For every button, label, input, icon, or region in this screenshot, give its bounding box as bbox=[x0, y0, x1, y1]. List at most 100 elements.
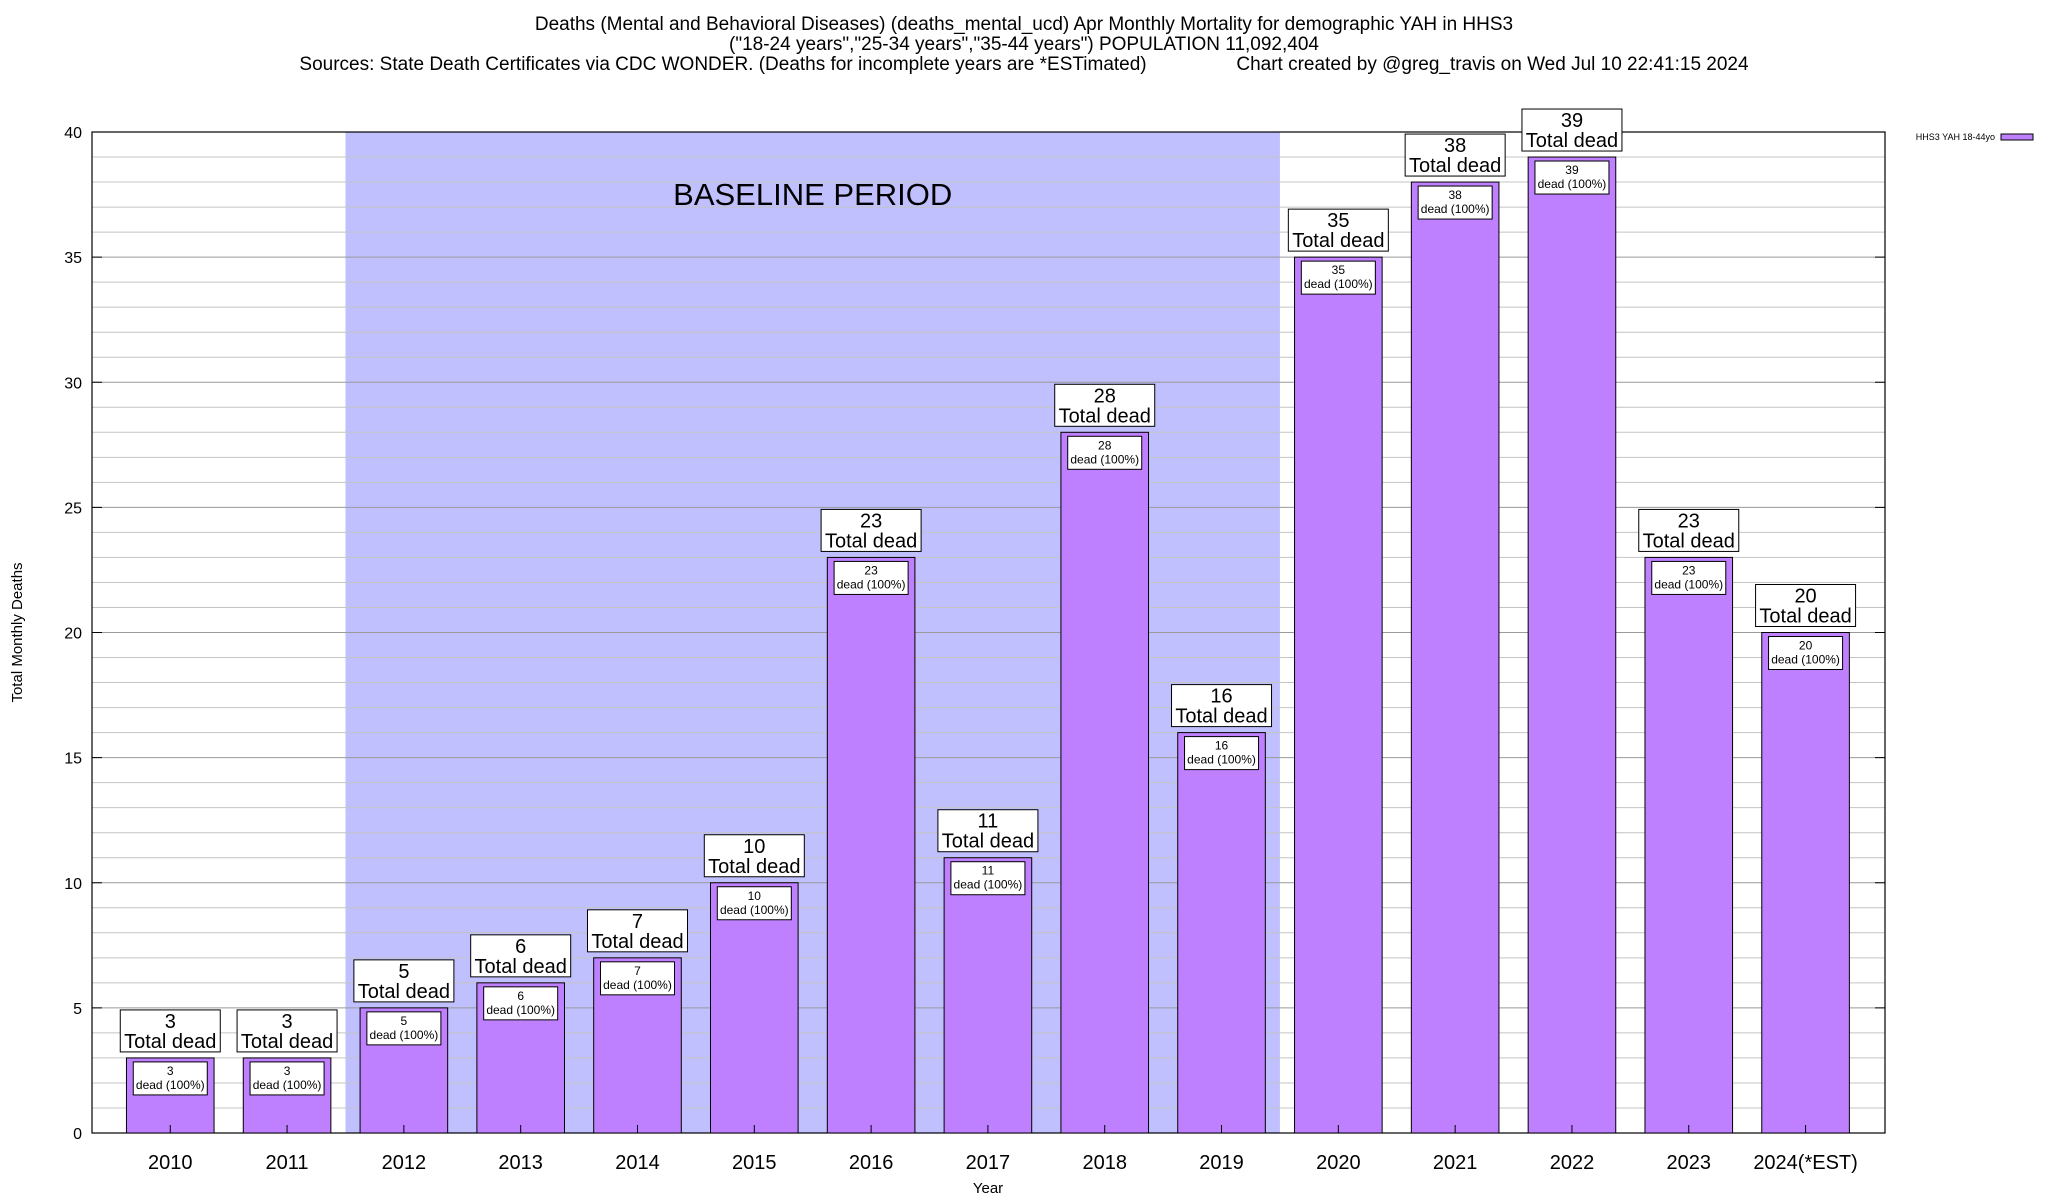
x-tick-label: 2017 bbox=[966, 1152, 1011, 1174]
x-tick-label: 2013 bbox=[498, 1152, 543, 1174]
bar-total-label: Total dead bbox=[1059, 405, 1151, 427]
x-tick-label: 2019 bbox=[1199, 1152, 1244, 1174]
bar-inner-label: dead (100%) bbox=[954, 878, 1023, 892]
x-tick-label: 2023 bbox=[1667, 1152, 1712, 1174]
y-tick-label: 20 bbox=[64, 626, 82, 643]
bar-inner-value: 5 bbox=[401, 1014, 408, 1028]
y-axis-label: Total Monthly Deaths bbox=[9, 562, 26, 702]
bar-total-label-box bbox=[353, 959, 455, 1003]
bar-total-label-box bbox=[236, 1009, 338, 1053]
bar-inner-label-box bbox=[599, 961, 675, 996]
baseline-period-label: BASELINE PERIOD bbox=[673, 177, 952, 212]
bar-inner-label: dead (100%) bbox=[1771, 653, 1840, 667]
x-tick-label: 2020 bbox=[1316, 1152, 1361, 1174]
chart-subtitle: ("18-24 years","25-34 years","35-44 year… bbox=[729, 34, 1319, 55]
bar-inner-value: 6 bbox=[517, 989, 524, 1003]
bar-total-label-box bbox=[1054, 383, 1156, 427]
bar-total-value: 7 bbox=[632, 911, 643, 933]
x-tick-label: 2024(*EST) bbox=[1753, 1152, 1858, 1174]
bar-inner-label-box bbox=[1651, 560, 1727, 595]
bar-inner-label-box bbox=[716, 886, 792, 921]
bar-total-label: Total dead bbox=[1175, 706, 1267, 728]
bar-total-label-box bbox=[1287, 208, 1389, 252]
chart-title: Deaths (Mental and Behavioral Diseases) … bbox=[534, 14, 1514, 35]
bar-inner-label: dead (100%) bbox=[837, 577, 906, 591]
x-tick-label: 2015 bbox=[732, 1152, 777, 1174]
bar-inner-value: 3 bbox=[284, 1064, 291, 1078]
bar-inner-label-box bbox=[833, 560, 909, 595]
bar-total-label: Total dead bbox=[591, 931, 683, 953]
bar-inner-label-box bbox=[1417, 185, 1493, 220]
bar-inner-value: 20 bbox=[1799, 639, 1813, 653]
bar-total-value: 16 bbox=[1210, 686, 1232, 708]
bar bbox=[709, 882, 799, 1134]
bar-inner-value: 28 bbox=[1098, 438, 1112, 452]
bar-total-label-box bbox=[1404, 133, 1506, 177]
bar bbox=[1410, 181, 1500, 1134]
y-tick-label: 10 bbox=[64, 876, 82, 893]
y-tick-label: 30 bbox=[64, 375, 82, 392]
bar bbox=[826, 556, 916, 1134]
bar-total-label: Total dead bbox=[1526, 130, 1618, 152]
bar-inner-label: dead (100%) bbox=[1421, 202, 1490, 216]
bar-inner-label: dead (100%) bbox=[720, 903, 789, 917]
bar-total-label-box bbox=[1521, 108, 1623, 152]
bar-total-label: Total dead bbox=[358, 981, 450, 1003]
y-tick-label: 5 bbox=[73, 1001, 82, 1018]
bar-total-value: 11 bbox=[978, 811, 999, 833]
bar-inner-value: 23 bbox=[864, 563, 878, 577]
x-tick-label: 2012 bbox=[382, 1152, 427, 1174]
bar bbox=[1527, 156, 1617, 1134]
bar-total-value: 39 bbox=[1561, 110, 1583, 132]
bar-inner-label-box bbox=[249, 1061, 325, 1096]
x-tick-label: 2016 bbox=[849, 1152, 894, 1174]
bar-inner-value: 16 bbox=[1215, 739, 1229, 753]
y-tick-label: 25 bbox=[64, 500, 82, 517]
bar-inner-label: dead (100%) bbox=[603, 978, 672, 992]
bar-total-label: Total dead bbox=[1292, 230, 1384, 252]
bar-total-value: 3 bbox=[165, 1011, 176, 1033]
bar-inner-label: dead (100%) bbox=[1187, 753, 1256, 767]
bar-inner-label-box bbox=[1067, 435, 1143, 470]
bar-inner-label: dead (100%) bbox=[1304, 277, 1373, 291]
bar-inner-value: 38 bbox=[1448, 188, 1462, 202]
bar-total-label-box bbox=[703, 834, 805, 878]
bar-total-label: Total dead bbox=[708, 856, 800, 878]
bar-total-label: Total dead bbox=[1409, 155, 1501, 177]
bar-inner-value: 7 bbox=[634, 964, 641, 978]
bar-inner-label-box bbox=[1300, 260, 1376, 295]
bar-inner-label: dead (100%) bbox=[1654, 577, 1723, 591]
bar-total-label-box bbox=[937, 809, 1039, 853]
bar bbox=[1294, 256, 1383, 1134]
bar-total-label: Total dead bbox=[475, 956, 567, 978]
bar-inner-value: 10 bbox=[748, 889, 762, 903]
bar-total-label: Total dead bbox=[241, 1031, 333, 1053]
legend-label: HHS3 YAH 18-44yo bbox=[1916, 132, 1995, 142]
bar-inner-label-box bbox=[950, 861, 1026, 896]
x-tick-label: 2022 bbox=[1550, 1152, 1595, 1174]
bar-total-value: 35 bbox=[1327, 210, 1349, 232]
bar-total-value: 23 bbox=[1678, 510, 1700, 532]
bar-inner-label-box bbox=[1184, 736, 1260, 771]
bar-inner-label-box bbox=[1768, 636, 1844, 670]
bar-inner-label-box bbox=[132, 1061, 208, 1096]
bar-total-value: 38 bbox=[1444, 135, 1466, 157]
bar bbox=[1761, 632, 1850, 1134]
x-tick-label: 2011 bbox=[266, 1152, 309, 1174]
y-tick-label: 0 bbox=[73, 1126, 82, 1143]
bar-total-label-box bbox=[470, 934, 572, 978]
bar bbox=[943, 857, 1033, 1134]
bar-total-label: Total dead bbox=[124, 1031, 216, 1053]
bar bbox=[1177, 732, 1266, 1134]
bar-total-value: 5 bbox=[398, 961, 409, 983]
bar-inner-value: 11 bbox=[982, 864, 995, 878]
bar-total-value: 28 bbox=[1094, 385, 1116, 407]
bar-total-value: 3 bbox=[282, 1011, 293, 1033]
y-tick-label: 40 bbox=[64, 125, 82, 142]
bar-total-label: Total dead bbox=[1759, 606, 1851, 628]
bar-total-label-box bbox=[1755, 584, 1857, 627]
x-tick-label: 2014 bbox=[615, 1152, 660, 1174]
bar-total-value: 6 bbox=[515, 936, 526, 958]
legend-swatch bbox=[2000, 133, 2034, 141]
